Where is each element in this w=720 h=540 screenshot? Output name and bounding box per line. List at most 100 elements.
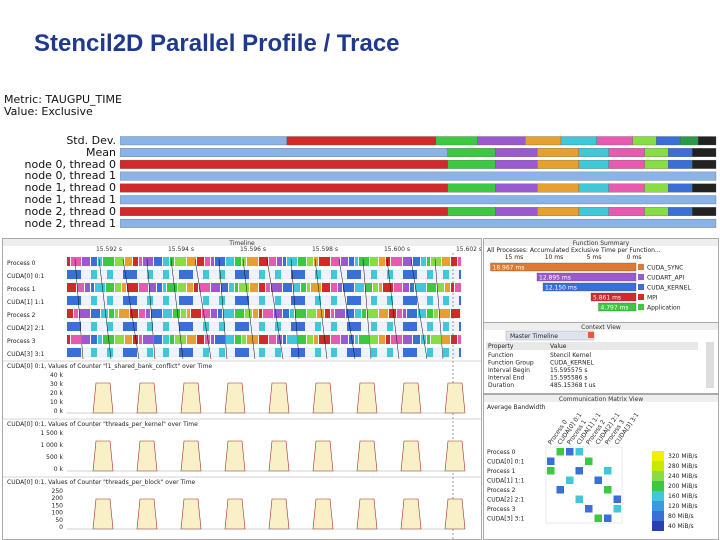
timeline-event[interactable] <box>235 283 238 292</box>
timeline-event[interactable] <box>175 257 186 266</box>
timeline-event[interactable] <box>331 335 340 344</box>
timeline-event[interactable] <box>315 296 321 305</box>
timeline-event[interactable] <box>163 296 169 305</box>
timeline-event[interactable] <box>95 283 105 292</box>
profile-bar-segment[interactable] <box>644 183 669 193</box>
timeline-event[interactable] <box>103 257 114 266</box>
timeline-event[interactable] <box>215 257 225 266</box>
timeline-event[interactable] <box>427 270 433 279</box>
timeline-event[interactable] <box>403 257 412 266</box>
context-view-panel[interactable]: Context View Master Timeline Property Value… <box>483 322 719 394</box>
profile-bar-segment[interactable] <box>286 136 437 146</box>
profile-bar-segment[interactable] <box>596 136 633 146</box>
timeline-event[interactable] <box>82 335 90 344</box>
timeline-event[interactable] <box>319 257 330 266</box>
timeline-event[interactable] <box>391 257 402 266</box>
profile-bar-segment[interactable] <box>120 159 448 169</box>
timeline-event[interactable] <box>458 335 461 344</box>
profile-bar-segment[interactable] <box>656 136 681 146</box>
timeline-event[interactable] <box>253 309 258 318</box>
timeline-event[interactable] <box>259 257 268 266</box>
timeline-event[interactable] <box>386 335 390 344</box>
timeline-event[interactable] <box>219 270 225 279</box>
timeline-event[interactable] <box>205 257 210 266</box>
timeline-event[interactable] <box>91 270 97 279</box>
timeline-event[interactable] <box>269 257 276 266</box>
timeline-event[interactable] <box>427 283 436 292</box>
function-summary-panel[interactable]: Function Summary All Processes: Accumulat… <box>483 238 719 324</box>
profile-bar-segment[interactable] <box>692 207 717 216</box>
timeline-event[interactable] <box>154 257 162 266</box>
timeline-event[interactable] <box>157 283 162 292</box>
timeline-event[interactable] <box>91 348 97 357</box>
timeline-event[interactable] <box>387 322 393 331</box>
timeline-event[interactable] <box>98 335 102 344</box>
timeline-event[interactable] <box>421 257 426 266</box>
timeline-event[interactable] <box>359 335 369 344</box>
communication-matrix-canvas[interactable]: Communication Matrix View Average Bandwid… <box>484 395 718 539</box>
timeline-event[interactable] <box>291 322 305 331</box>
timeline-event[interactable] <box>379 257 385 266</box>
timeline-event[interactable] <box>218 309 222 318</box>
timeline-event[interactable] <box>275 348 281 357</box>
timeline-event[interactable] <box>163 348 169 357</box>
timeline-event[interactable] <box>407 309 417 318</box>
profile-bar-segment[interactable] <box>692 183 717 193</box>
profile-bar-segment[interactable] <box>120 218 717 228</box>
timeline-event[interactable] <box>139 257 142 266</box>
timeline-event[interactable] <box>266 283 270 292</box>
tab-close-icon[interactable] <box>588 332 594 338</box>
timeline-event[interactable] <box>291 296 305 305</box>
timeline-event[interactable] <box>259 296 265 305</box>
timeline-event[interactable] <box>170 257 174 266</box>
timeline-event[interactable] <box>403 335 412 344</box>
profile-bar-segment[interactable] <box>680 136 699 146</box>
matrix-cell[interactable] <box>613 505 622 513</box>
profile-bar-segment[interactable] <box>692 148 717 157</box>
matrix-cell[interactable] <box>575 467 584 475</box>
timeline-event[interactable] <box>277 257 282 266</box>
timeline-event[interactable] <box>283 309 289 318</box>
timeline-event[interactable] <box>347 296 361 305</box>
matrix-cell[interactable] <box>585 457 593 466</box>
timeline-event[interactable] <box>122 283 126 292</box>
timeline-event[interactable] <box>194 283 198 292</box>
timeline-event[interactable] <box>403 283 409 292</box>
timeline-event[interactable] <box>163 270 169 279</box>
profile-bar-segment[interactable] <box>525 136 562 146</box>
profile-bar-segment[interactable] <box>537 183 580 193</box>
timeline-event[interactable] <box>437 283 444 292</box>
timeline-event[interactable] <box>427 257 430 266</box>
timeline-event[interactable] <box>277 335 282 344</box>
timeline-event[interactable] <box>242 257 246 266</box>
timeline-event[interactable] <box>219 348 225 357</box>
timeline-event[interactable] <box>331 283 337 292</box>
timeline-event[interactable] <box>91 296 97 305</box>
profile-bar-segment[interactable] <box>608 207 645 216</box>
timeline-event[interactable] <box>205 335 210 344</box>
timeline-event[interactable] <box>403 309 406 318</box>
timeline-event[interactable] <box>226 257 234 266</box>
timeline-event[interactable] <box>443 296 449 305</box>
timeline-canvas[interactable]: Timeline 15.592 s 15.594 s 15.596 s 15.598 s… <box>3 239 481 539</box>
timeline-event[interactable] <box>123 270 137 279</box>
timeline-event[interactable] <box>235 257 241 266</box>
timeline-event[interactable] <box>317 309 324 318</box>
timeline-event[interactable] <box>149 283 156 292</box>
timeline-event[interactable] <box>199 283 210 292</box>
timeline-event[interactable] <box>275 296 281 305</box>
timeline-event[interactable] <box>427 296 433 305</box>
timeline-event[interactable] <box>355 283 364 292</box>
timeline-event[interactable] <box>315 270 321 279</box>
timeline-event[interactable] <box>163 322 169 331</box>
profile-bar-segment[interactable] <box>608 148 645 157</box>
profile-bar-segment[interactable] <box>537 148 580 157</box>
timeline-event[interactable] <box>451 257 457 266</box>
timeline-event[interactable] <box>67 257 70 266</box>
timeline-event[interactable] <box>71 335 81 344</box>
profile-bar-segment[interactable] <box>560 136 597 146</box>
timeline-event[interactable] <box>341 335 348 344</box>
timeline-event[interactable] <box>331 270 337 279</box>
timeline-event[interactable] <box>163 335 169 344</box>
timeline-event[interactable] <box>443 270 449 279</box>
